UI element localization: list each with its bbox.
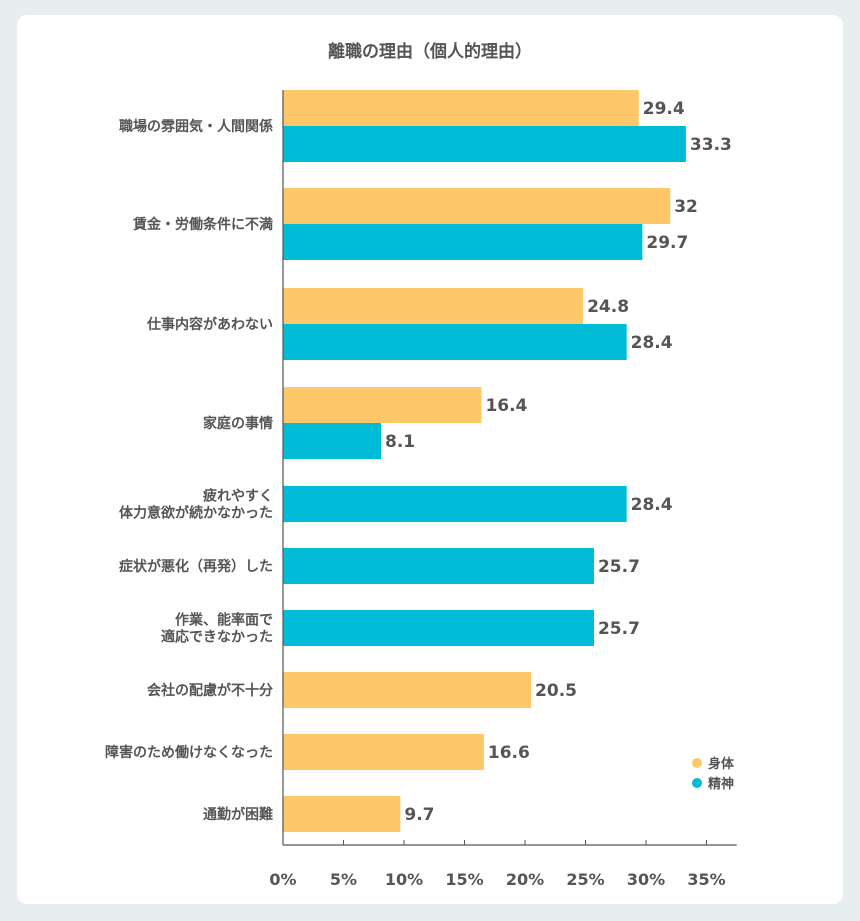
chart-title: 離職の理由（個人的理由） <box>328 41 532 62</box>
bar-physical-3 <box>283 387 482 423</box>
legend-marker <box>692 758 702 768</box>
data-label: 32 <box>674 197 698 217</box>
x-tick-label: 20% <box>506 870 544 889</box>
data-label: 8.1 <box>385 432 415 452</box>
category-label: 作業、能率面で適応できなかった <box>161 612 273 646</box>
x-tick-label: 0% <box>269 870 296 889</box>
x-tick-label: 10% <box>385 870 423 889</box>
legend-label: 精神 <box>708 776 734 792</box>
category-label: 仕事内容があわない <box>146 316 273 333</box>
data-label: 29.4 <box>643 99 685 119</box>
x-tick-label: 5% <box>330 870 357 889</box>
bar-physical-7 <box>283 672 532 708</box>
data-label: 33.3 <box>690 135 732 155</box>
category-label: 疲れやすく体力意欲が続かなかった <box>119 488 273 522</box>
data-label: 28.4 <box>631 495 673 515</box>
bar-physical-9 <box>283 796 401 832</box>
bar-mental-5 <box>283 548 594 584</box>
bar-mental-4 <box>283 486 627 522</box>
x-tick-label: 35% <box>687 870 725 889</box>
bar-physical-2 <box>283 288 584 324</box>
data-label: 25.7 <box>598 619 640 639</box>
x-tick-label: 30% <box>627 870 665 889</box>
data-label: 24.8 <box>587 297 629 317</box>
category-label: 家庭の事情 <box>203 415 273 432</box>
category-label: 賃金・労働条件に不満 <box>132 216 273 233</box>
bar-physical-0 <box>283 90 639 126</box>
data-label: 20.5 <box>535 681 577 701</box>
data-label: 28.4 <box>631 333 673 353</box>
data-label: 9.7 <box>404 805 434 825</box>
category-label: 通勤が困難 <box>203 806 273 823</box>
x-tick-label: 25% <box>566 870 604 889</box>
bar-physical-8 <box>283 734 484 770</box>
bar-mental-6 <box>283 610 594 646</box>
data-label: 16.4 <box>485 396 527 416</box>
bar-mental-2 <box>283 324 627 360</box>
category-label: 職場の雰囲気・人間関係 <box>119 118 273 135</box>
category-label: 会社の配慮が不十分 <box>147 682 273 699</box>
legend-label: 身体 <box>708 756 735 772</box>
bar-mental-1 <box>283 224 643 260</box>
data-label: 25.7 <box>598 557 640 577</box>
category-label: 症状が悪化（再発）した <box>119 558 273 575</box>
bar-physical-1 <box>283 188 671 224</box>
data-label: 16.6 <box>488 743 530 763</box>
legend-marker <box>692 778 702 788</box>
category-label: 障害のため働けなくなった <box>105 744 273 761</box>
data-label: 29.7 <box>646 233 688 253</box>
bar-mental-0 <box>283 126 686 162</box>
bar-mental-3 <box>283 423 382 459</box>
x-tick-label: 15% <box>445 870 483 889</box>
